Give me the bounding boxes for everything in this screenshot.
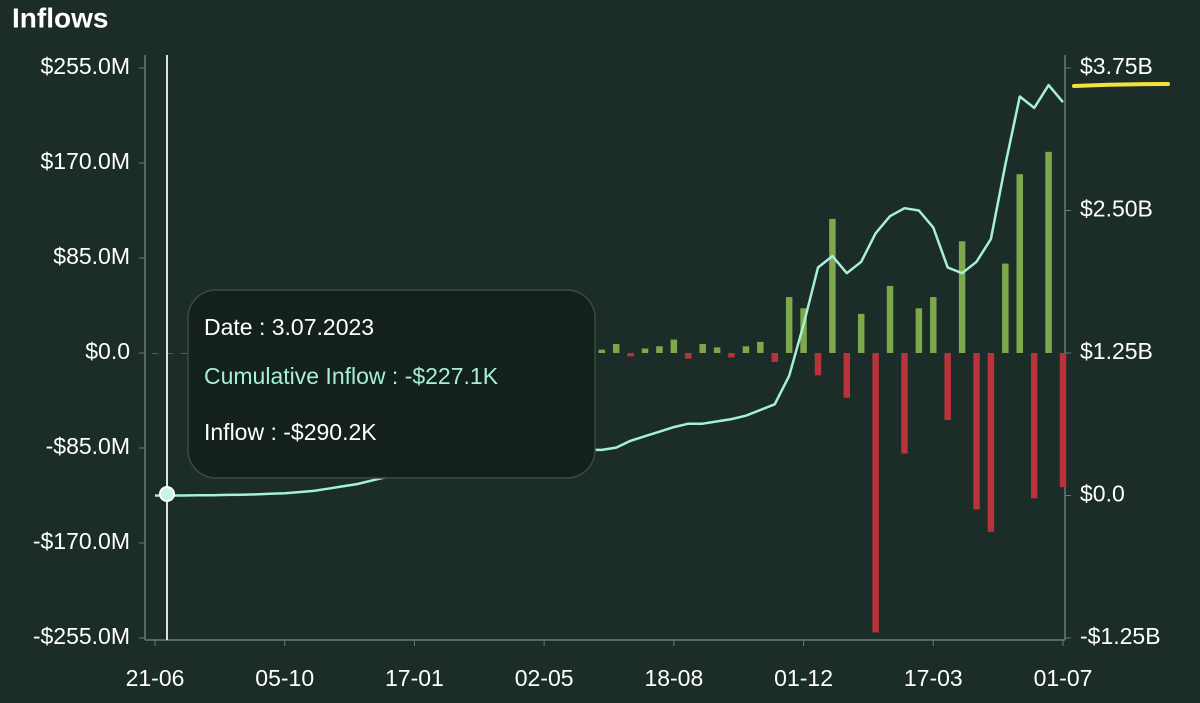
inflow-bar [742, 346, 750, 353]
y2-tick-label: $1.25B [1080, 338, 1153, 364]
inflow-bar [857, 313, 865, 353]
inflow-bar [843, 353, 851, 398]
inflow-bar [641, 348, 649, 353]
tooltip-inflow: Inflow : -$290.2K [204, 419, 377, 445]
x-tick-label: 01-07 [1034, 665, 1093, 691]
cumulative-line [155, 83, 1064, 497]
inflow-bar [930, 297, 937, 353]
y2-tick-label: $0.0 [1080, 481, 1125, 507]
chart-title: Inflows [12, 2, 108, 33]
inflow-bar [814, 353, 822, 376]
x-tick-label: 01-12 [774, 665, 833, 691]
inflow-bar [973, 353, 980, 510]
x-tick-label: 18-08 [644, 665, 703, 691]
inflow-bar [1002, 263, 1009, 353]
inflow-bar [151, 353, 159, 354]
y-tick-label: -$255.0M [33, 623, 130, 649]
inflow-bar [627, 353, 634, 357]
x-tick-label: 05-10 [255, 665, 314, 691]
inflow-bar [713, 347, 721, 353]
x-tick-label: 17-01 [385, 665, 444, 691]
inflow-bar [958, 241, 966, 353]
y2-tick-label: -$1.25B [1080, 623, 1161, 649]
tooltip-box [187, 289, 596, 479]
hover-point [159, 486, 175, 502]
tooltip-date: Date : 3.07.2023 [204, 314, 374, 340]
inflow-bar [886, 285, 894, 353]
y-tick-label: $170.0M [40, 148, 130, 174]
inflow-bar [800, 308, 807, 353]
x-tick-label: 02-05 [515, 665, 574, 691]
tooltip: Date : 3.07.2023 Cumulative Inflow : -$2… [187, 289, 596, 479]
inflow-bar [670, 339, 678, 353]
y-tick-label: $255.0M [40, 53, 130, 79]
inflow-bar [987, 353, 995, 532]
inflow-bar [166, 353, 173, 354]
inflow-bar [685, 353, 692, 359]
inflow-bar [180, 353, 188, 354]
inflow-bar [612, 344, 620, 353]
inflow-bar [872, 353, 879, 633]
x-tick-label: 17-03 [904, 665, 963, 691]
y2-tick-label: $3.75B [1080, 53, 1153, 79]
inflow-bar [598, 349, 606, 353]
inflow-bar [944, 353, 951, 421]
y-tick-label: $0.0 [85, 338, 130, 364]
highlight-underline [1072, 82, 1170, 88]
inflow-bar [771, 353, 778, 362]
inflow-bar [1030, 353, 1038, 499]
y-tick-label: -$170.0M [33, 528, 130, 554]
inflow-bar [1045, 151, 1052, 353]
y-tick-label: $85.0M [53, 243, 130, 269]
inflow-bar [1059, 353, 1067, 488]
inflow-bar [829, 218, 836, 353]
y2-tick-label: $2.50B [1080, 196, 1153, 222]
x-tick-label: 21-06 [126, 665, 185, 691]
inflow-bar [785, 297, 793, 353]
inflow-bar [728, 353, 735, 358]
inflow-bar [699, 344, 706, 353]
tooltip-cumulative: Cumulative Inflow : -$227.1K [204, 363, 499, 389]
inflow-bar [901, 353, 908, 454]
marks [151, 83, 1067, 633]
inflow-bar [757, 341, 764, 353]
inflow-bar [1016, 174, 1024, 353]
inflow-bar [656, 346, 663, 353]
inflow-bar [915, 308, 923, 353]
y-tick-label: -$85.0M [46, 433, 130, 459]
